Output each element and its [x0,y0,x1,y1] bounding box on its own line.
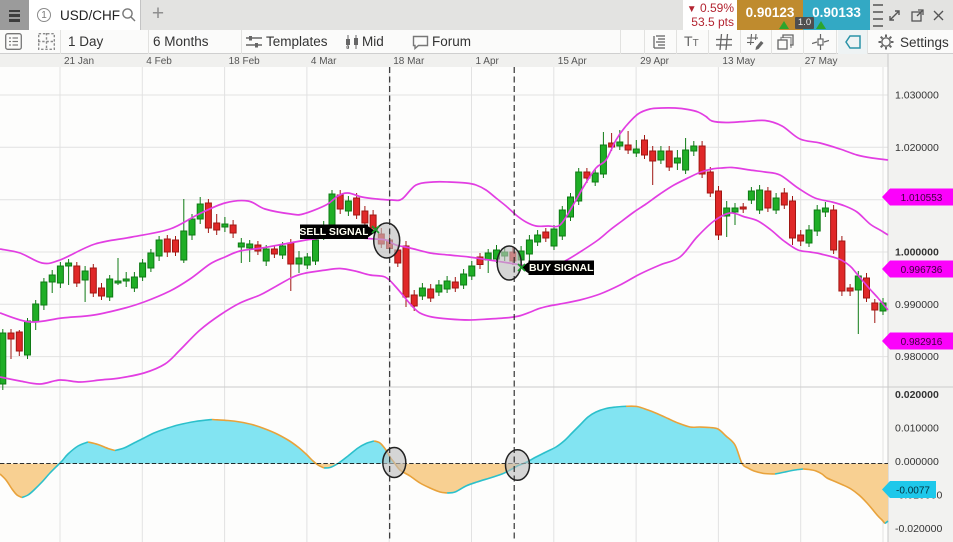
svg-text:27 May: 27 May [805,56,838,67]
svg-text:13 May: 13 May [722,56,755,67]
svg-text:18 Feb: 18 Feb [229,56,261,67]
svg-text:o: o [346,45,350,50]
svg-text:0.982916: 0.982916 [901,337,943,348]
svg-text:1 Apr: 1 Apr [476,56,500,67]
svg-text:0.010000: 0.010000 [895,422,939,434]
svg-text:1.010553: 1.010553 [901,193,943,204]
svg-text:BUY SIGNAL: BUY SIGNAL [529,262,594,274]
svg-text:-0.0077: -0.0077 [896,486,930,497]
svg-text:0.996736: 0.996736 [901,265,943,276]
svg-text:1.030000: 1.030000 [895,90,939,102]
svg-text:29 Apr: 29 Apr [640,56,670,67]
svg-text:-0.020000: -0.020000 [895,523,942,535]
svg-text:18 Mar: 18 Mar [393,56,425,67]
svg-text:0.020000: 0.020000 [895,389,939,401]
svg-text:1.020000: 1.020000 [895,142,939,154]
svg-text:1.000000: 1.000000 [895,247,939,259]
svg-text:0.980000: 0.980000 [895,351,939,363]
svg-text:SELL SIGNAL: SELL SIGNAL [299,226,369,238]
svg-text:0.990000: 0.990000 [895,299,939,311]
svg-text:0.000000: 0.000000 [895,456,939,468]
svg-text:4 Mar: 4 Mar [311,56,337,67]
svg-text:21 Jan: 21 Jan [64,56,94,67]
svg-text:15 Apr: 15 Apr [558,56,588,67]
svg-text:4 Feb: 4 Feb [146,56,172,67]
